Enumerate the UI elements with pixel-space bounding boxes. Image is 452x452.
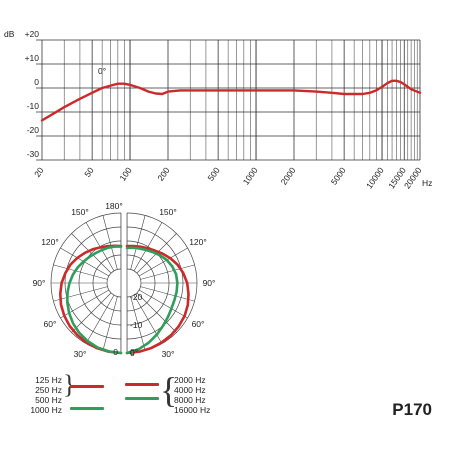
y-tick-label: -30 (27, 149, 40, 159)
legend-label-500: 500 Hz (35, 395, 62, 405)
polar-spoke (53, 264, 108, 280)
legend-brace-right: { (160, 370, 178, 410)
polar-curve-1000-Hz (66, 245, 123, 355)
polar-radial-label: 0 (130, 348, 135, 358)
polar-angle-label: 30° (162, 349, 175, 359)
polar-angle-label: 0° (130, 347, 138, 357)
legend-label-125: 125 Hz (35, 375, 62, 385)
polar-spoke (130, 215, 146, 270)
polar-angle-label: 90° (203, 278, 216, 288)
x-tick-label: 5000 (329, 165, 348, 186)
x-tick-label: 10000 (364, 165, 386, 190)
legend-left-labels: 125 Hz 250 Hz 500 Hz 1000 Hz (18, 375, 62, 415)
polar-angle-label: 60° (44, 319, 57, 329)
polar-spoke (138, 247, 188, 277)
legend-swatch-green-left (70, 407, 104, 410)
legend-label-1000: 1000 Hz (30, 405, 62, 415)
polar-spoke (136, 292, 177, 333)
legend-brace-left: } (63, 372, 75, 398)
polar-gap (121, 211, 127, 355)
x-axis-label: Hz (422, 178, 432, 188)
polar-angle-label: 180° (105, 201, 123, 211)
x-tick-label: 500 (205, 165, 221, 183)
polar-spoke (140, 286, 195, 302)
polar-spoke (53, 286, 108, 302)
polar-spoke (140, 264, 195, 280)
x-tick-label: 2000 (279, 165, 298, 186)
polar-angle-label: 60° (192, 319, 205, 329)
polar-angle-label: 90° (33, 278, 46, 288)
polar-angle-label: 30° (74, 349, 87, 359)
legend-label-16000: 16000 Hz (174, 405, 211, 415)
polar-ring (126, 268, 142, 298)
response-curve-0 (40, 79, 422, 122)
y-tick-label: -10 (27, 101, 40, 111)
x-tick-label: 20 (32, 165, 46, 179)
legend-swatch-green-right (125, 397, 159, 400)
legend-label-8000: 8000 Hz (174, 395, 206, 405)
polar-radial-label: -20 (130, 292, 143, 302)
polar-spoke (130, 296, 146, 351)
x-tick-label: 20000 (402, 165, 424, 190)
x-tick-label: 100 (117, 165, 133, 183)
polar-curve-16000-Hz (125, 246, 179, 355)
model-name: P170 (392, 400, 432, 419)
y-tick-label: -20 (27, 125, 40, 135)
legend-right-labels: 2000 Hz 4000 Hz 8000 Hz 16000 Hz (174, 375, 210, 415)
polar-spoke (71, 292, 112, 333)
polar-spoke (85, 294, 115, 344)
legend-label-250: 250 Hz (35, 385, 62, 395)
y-tick-label: +20 (25, 29, 40, 39)
polar-angle-label: 120° (189, 237, 207, 247)
y-axis-label: dB (4, 29, 15, 39)
frequency-response-chart: +20 +10 0 -10 -20 -30 dB 20 50 100 200 500 1000 2000 5… (4, 29, 432, 191)
polar-curve-125-Hz (59, 244, 123, 355)
polar-spoke (102, 296, 118, 351)
x-tick-label: 50 (82, 165, 96, 179)
polar-curve-4000-Hz (125, 244, 190, 355)
y-tick-label: +10 (25, 53, 40, 63)
polar-angle-label: 0 (113, 347, 118, 357)
polar-spoke (138, 289, 188, 319)
x-tick-label: 200 (155, 165, 171, 183)
legend-label-4000: 4000 Hz (174, 385, 206, 395)
polar-ring (106, 268, 122, 298)
polar-pattern-chart: 180° 150° 120° 90° 60° 30° 0 150° 120° 90° 60° 30° 0… (33, 201, 216, 359)
polar-spoke (102, 215, 118, 270)
polar-spoke (133, 222, 163, 272)
legend-swatch-red-left (70, 385, 104, 388)
polar-spoke (71, 233, 112, 274)
polar-radial-label: -10 (130, 320, 143, 330)
polar-angle-label: 150° (159, 207, 177, 217)
legend-swatch-red-right (125, 383, 159, 386)
angle-label: 0° (98, 66, 106, 76)
polar-angle-label: 120° (41, 237, 59, 247)
y-tick-label: 0 (34, 77, 39, 87)
polar-angle-label: 150° (71, 207, 89, 217)
legend-label-2000: 2000 Hz (174, 375, 206, 385)
x-tick-label: 1000 (241, 165, 260, 186)
